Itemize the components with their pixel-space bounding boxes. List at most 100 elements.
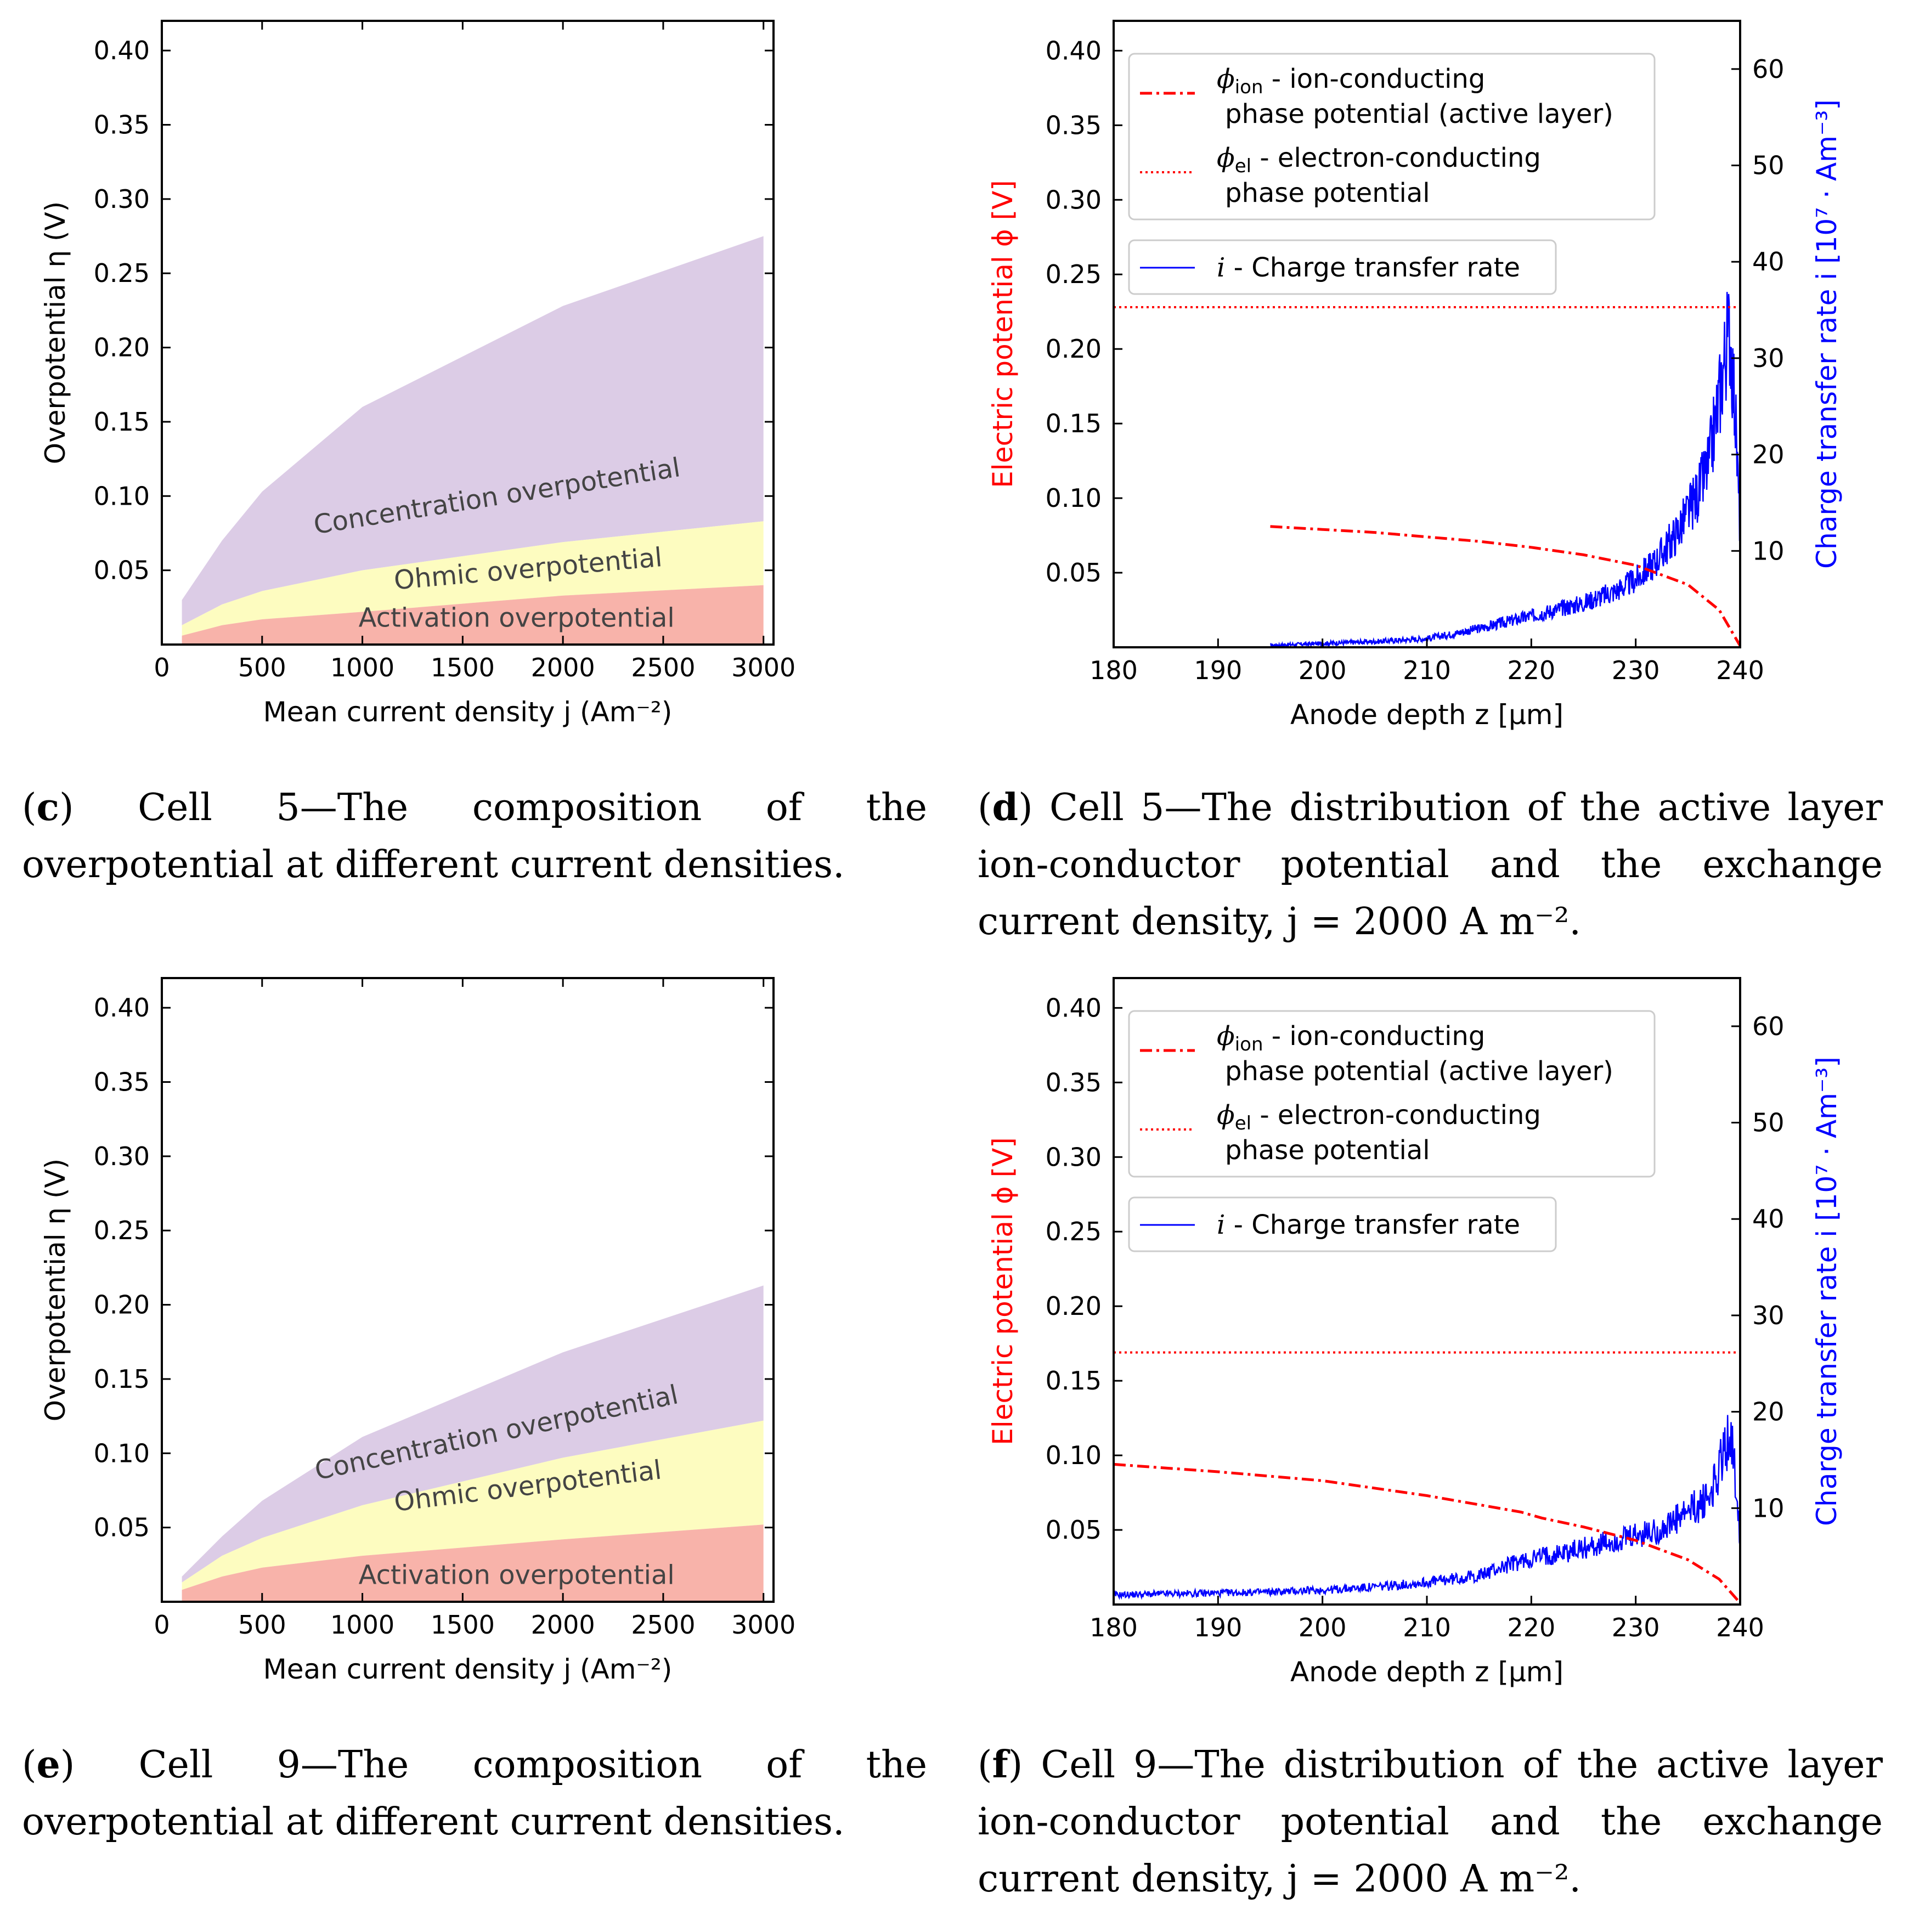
y-tick-label: 0.20 (94, 1290, 150, 1320)
y-right-tick-label: 50 (1752, 151, 1785, 180)
x-tick-label: 180 (1090, 1613, 1138, 1642)
y-tick-label: 0.30 (94, 184, 150, 214)
y-tick-label: 0.15 (1046, 409, 1102, 438)
legend-box-rate (1128, 1196, 1557, 1252)
y-right-tick-label: 20 (1752, 1397, 1785, 1427)
y-tick-label: 0.10 (94, 1438, 150, 1468)
area-concentration (182, 236, 764, 625)
y-right-axis-label: Charge transfer rate i [10⁷ · Am⁻³] (1811, 99, 1843, 569)
x-tick-label: 200 (1299, 656, 1347, 685)
legend-phi-el-label: ϕel - electron-conducting (1217, 1100, 1541, 1134)
y-tick-label: 0.25 (94, 1216, 150, 1245)
y-tick-label: 0.05 (1046, 558, 1102, 587)
plot-frame (161, 977, 775, 1603)
band-label-activation: Activation overpotential (359, 603, 675, 634)
legend-box-potential (1128, 53, 1656, 221)
charge-transfer-rate-line (1270, 292, 1740, 647)
caption-tag-f: f (992, 1743, 1008, 1787)
y-tick-label: 0.05 (1046, 1515, 1102, 1545)
y-right-tick-label: 40 (1752, 1204, 1785, 1234)
y-right-tick-label: 10 (1752, 1493, 1785, 1523)
x-tick-label: 240 (1716, 656, 1764, 685)
y-tick-label: 0.25 (1046, 259, 1102, 289)
legend-box-potential (1128, 1010, 1656, 1178)
legend-phi-ion-line2: phase potential (active layer) (1225, 99, 1613, 129)
legend-phi-ion-text: - ion-conducting (1263, 1021, 1486, 1052)
x-tick-label: 1000 (330, 653, 394, 682)
phi-ion-line (1113, 1462, 1741, 1604)
x-axis-label: Anode depth z [μm] (1290, 699, 1563, 731)
y-right-tick-label: 30 (1752, 1301, 1785, 1330)
legend-phi-ion-sub: ion (1235, 1033, 1263, 1055)
x-tick-label: 210 (1403, 656, 1451, 685)
legend-rate-symbol: i (1217, 1210, 1225, 1240)
y-tick-label: 0.10 (1046, 483, 1102, 513)
y-tick-label: 0.05 (94, 556, 150, 585)
legend-phi-el-sub: el (1235, 1112, 1251, 1134)
y-tick-label: 0.30 (1046, 1142, 1102, 1172)
area-activation (182, 1524, 764, 1602)
legend-phi-el-symbol: ϕ (1217, 143, 1235, 173)
legend-rate-label: i - Charge transfer rate (1217, 252, 1520, 283)
y-right-tick-label: 20 (1752, 440, 1785, 470)
legend-phi-ion-label: ϕion - ion-conducting (1217, 64, 1485, 98)
caption-tag-d: d (992, 786, 1019, 829)
y-right-tick-label: 10 (1752, 536, 1785, 566)
legend-phi-ion-sub: ion (1235, 76, 1263, 98)
x-tick-label: 2500 (631, 653, 695, 682)
chart-panel-d: ϕion - ion-conducting phase potential (ac… (949, 0, 1908, 762)
plot-frame (161, 20, 775, 646)
x-tick-label: 180 (1090, 656, 1138, 685)
x-axis-label: Mean current density j (Am⁻²) (263, 696, 673, 728)
y-tick-label: 0.40 (1046, 993, 1102, 1023)
y-tick-label: 0.40 (1046, 36, 1102, 65)
legend-phi-ion-line2: phase potential (active layer) (1225, 1056, 1613, 1087)
caption-text-d: Cell 5—The distribution of the active la… (978, 786, 1883, 944)
caption-d: (d) Cell 5—The distribution of the activ… (978, 786, 1883, 944)
legend-phi-el-symbol: ϕ (1217, 1100, 1235, 1131)
x-tick-label: 220 (1507, 1613, 1555, 1642)
x-tick-label: 1500 (431, 1610, 495, 1640)
charge-transfer-rate-line (1114, 1415, 1740, 1600)
x-tick-label: 240 (1716, 1613, 1764, 1642)
x-tick-label: 2000 (531, 653, 595, 682)
y-tick-label: 0.30 (94, 1142, 150, 1171)
chart-panel-e: Activation overpotential Ohmic overpotent… (0, 957, 933, 1720)
x-tick-label: 3000 (731, 1610, 795, 1640)
y-right-tick-label: 60 (1752, 54, 1785, 84)
x-axis-label: Mean current density j (Am⁻²) (263, 1653, 673, 1685)
y-tick-label: 0.20 (1046, 334, 1102, 364)
legend-box-rate (1128, 239, 1557, 295)
y-axis-label: Electric potential ϕ [V] (987, 1137, 1019, 1445)
caption-text-c: Cell 5—The composition of the overpotent… (22, 786, 927, 886)
x-tick-label: 190 (1194, 1613, 1242, 1642)
caption-text-e: Cell 9—The composition of the overpotent… (22, 1743, 928, 1844)
y-tick-label: 0.25 (1046, 1217, 1102, 1246)
x-tick-label: 0 (154, 653, 170, 682)
legend-phi-el-sub: el (1235, 155, 1251, 177)
caption-text-f: Cell 9—The distribution of the active la… (978, 1743, 1883, 1901)
chart-panel-c: Activation overpotential Ohmic overpotent… (0, 0, 933, 762)
y-right-axis-label: Charge transfer rate i [10⁷ · Am⁻³] (1811, 1057, 1843, 1526)
legend-rate-label: i - Charge transfer rate (1217, 1210, 1520, 1240)
x-tick-label: 200 (1299, 1613, 1347, 1642)
legend-phi-el-text: - electron-conducting (1251, 1100, 1541, 1131)
y-tick-label: 0.35 (94, 1067, 150, 1097)
x-tick-label: 230 (1612, 1613, 1660, 1642)
x-tick-label: 190 (1194, 656, 1242, 685)
legend-phi-el-label: ϕel - electron-conducting (1217, 143, 1541, 177)
y-right-tick-label: 60 (1752, 1012, 1785, 1041)
legend-phi-el-text: - electron-conducting (1251, 143, 1541, 173)
y-axis-label: Overpotential η (V) (39, 201, 71, 464)
x-tick-label: 0 (154, 1610, 170, 1640)
x-tick-label: 2000 (531, 1610, 595, 1640)
area-ohmic (182, 521, 764, 636)
legend-phi-ion-symbol: ϕ (1217, 64, 1235, 94)
y-right-tick-label: 50 (1752, 1108, 1785, 1138)
y-tick-label: 0.35 (94, 110, 150, 140)
legend-phi-ion-symbol: ϕ (1217, 1021, 1235, 1052)
phi-ion-line (1270, 525, 1742, 647)
y-tick-label: 0.40 (94, 993, 150, 1023)
